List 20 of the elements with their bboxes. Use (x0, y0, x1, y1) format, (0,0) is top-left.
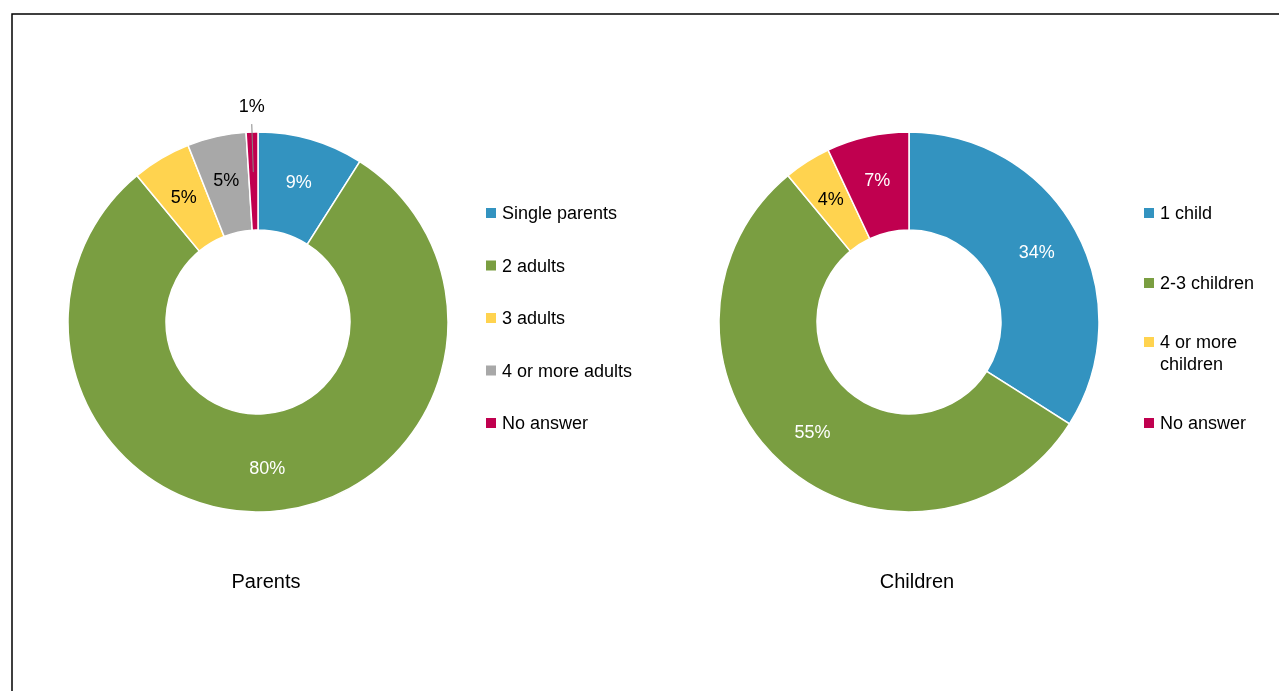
legend-label: Single parents (502, 203, 618, 224)
legend-label: 1 child (1160, 203, 1213, 224)
data-label: 5% (213, 169, 240, 190)
data-label: 9% (285, 172, 312, 193)
data-label: 1% (238, 96, 265, 117)
text: Parents (231, 570, 301, 592)
legend-label: No answer (1160, 413, 1247, 434)
data-label: 5% (170, 186, 197, 207)
legend-label: 2 adults (502, 255, 566, 276)
legend-label: No answer (502, 413, 589, 434)
data-label: 7% (864, 169, 891, 190)
data-label: 55% (794, 421, 831, 442)
legend-label: 3 adults (502, 308, 566, 329)
data-label: 80% (249, 457, 286, 478)
data-label: 4% (817, 189, 844, 210)
data-label: 34% (1018, 242, 1055, 263)
legend-label: 4 or more adults (502, 360, 633, 381)
legend-label: 2-3 children (1160, 273, 1255, 294)
legend-label: 4 or more children (1160, 332, 1238, 375)
text: Children (879, 570, 955, 592)
